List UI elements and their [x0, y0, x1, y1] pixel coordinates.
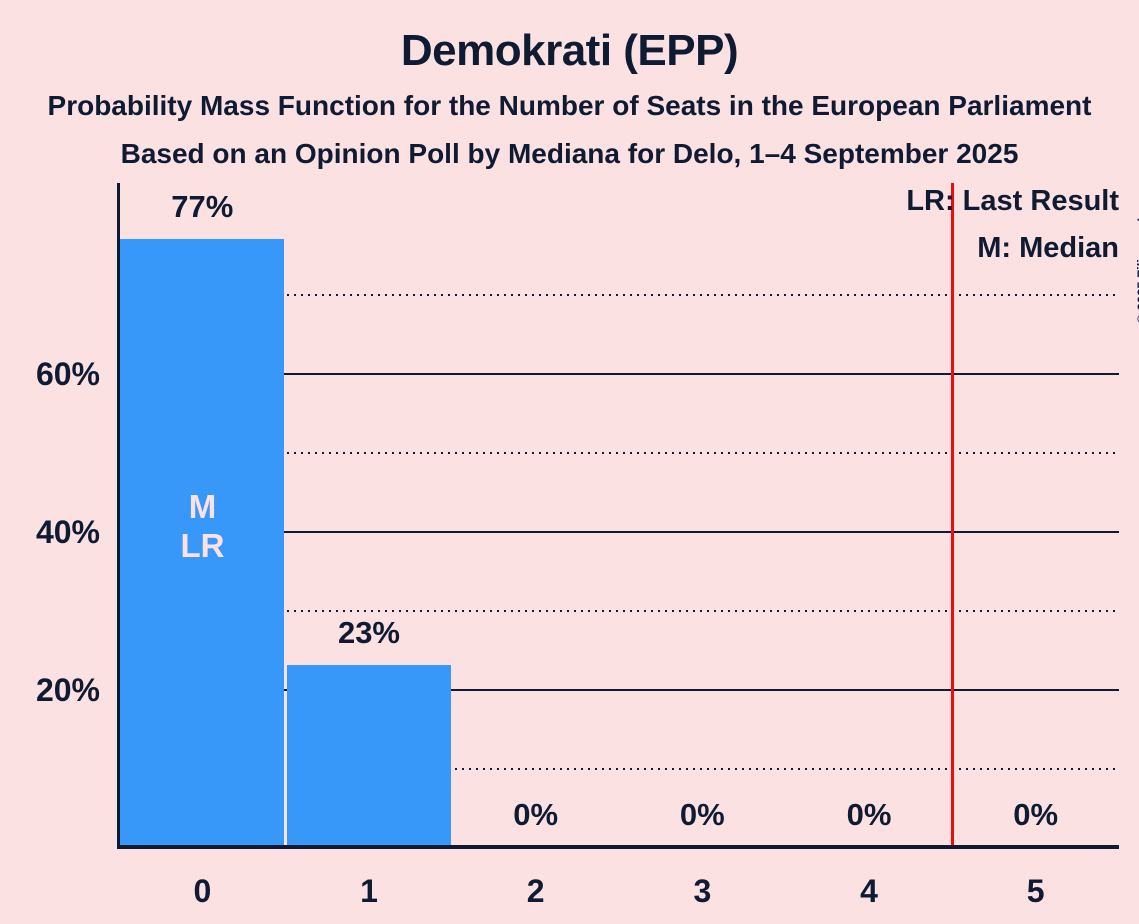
bar-value-label-seats-0: 77% [171, 188, 234, 224]
bar-value-label-seats-3: 0% [679, 797, 725, 832]
bar-seats-0 [120, 238, 285, 847]
bar-value-label-seats-5: 0% [1013, 797, 1059, 832]
x-axis-tick-label-1: 1 [360, 873, 378, 909]
legend: LR: Last Result M: Median [906, 178, 1119, 272]
x-axis-tick-label-3: 3 [693, 873, 712, 909]
last-result-vertical-line [950, 183, 954, 845]
chart-title: Demokrati (EPP) [400, 26, 739, 75]
legend-median: M: Median [977, 232, 1119, 264]
y-axis-line [117, 183, 120, 849]
chart-subtitle: Probability Mass Function for the Number… [47, 90, 1092, 121]
median-marker-label: M [188, 488, 217, 525]
gridline-dotted-70pct [119, 293, 1119, 296]
y-axis-tick-label-40pct: 40% [35, 513, 100, 550]
legend-last-result: LR: Last Result [906, 185, 1119, 217]
bar-value-label-seats-2: 0% [513, 797, 559, 832]
x-axis-tick-labels: 0 1 2 3 4 5 [119, 869, 1119, 913]
last-result-marker-label: LR [180, 527, 225, 564]
bar-value-label-seats-1: 23% [337, 615, 400, 651]
x-axis-tick-label-2: 2 [526, 873, 545, 909]
gridline-dotted-30pct [119, 609, 1119, 612]
bar-seats-1 [286, 665, 451, 847]
y-axis-tick-label-20pct: 20% [35, 671, 100, 708]
gridline-dotted-50pct [119, 451, 1119, 454]
bar0-median-lastresult-marker: M LR [119, 487, 286, 565]
gridline-dotted-10pct [119, 767, 1119, 770]
x-axis-line [119, 845, 1119, 849]
bar-value-label-seats-4: 0% [846, 797, 892, 832]
gridline-solid-60pct [119, 372, 1119, 375]
x-axis-tick-label-4: 4 [860, 873, 878, 909]
copyright-notice: © 2025 Filip van Laenen [1135, 176, 1139, 324]
gridline-solid-20pct [119, 688, 1119, 691]
gridline-solid-40pct [119, 530, 1119, 533]
y-axis-tick-label-60pct: 60% [35, 355, 100, 392]
chart-source-line: Based on an Opinion Poll by Mediana for … [120, 138, 1019, 169]
x-axis-tick-label-0: 0 [193, 873, 212, 909]
plot-area: M LR 77% 23% 0% 0% 0% 0% [119, 183, 1119, 849]
x-axis-tick-label-5: 5 [1026, 873, 1045, 909]
